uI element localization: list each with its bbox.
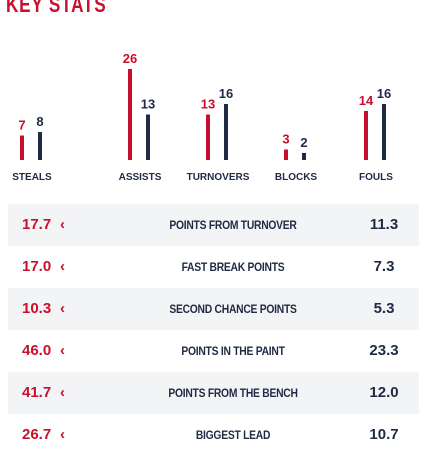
bar xyxy=(20,135,24,160)
category-label: FOULS xyxy=(359,172,393,183)
arrow-left-icon: ‹ xyxy=(60,216,65,233)
bar xyxy=(38,132,42,160)
stat-label: FAST BREAK POINTS xyxy=(181,260,285,274)
stat-label: POINTS IN THE PAINT xyxy=(181,344,285,358)
arrow-left-icon: ‹ xyxy=(60,384,65,401)
stat-label: POINTS FROM THE BENCH xyxy=(168,386,298,400)
right-team-value: 12.0 xyxy=(369,384,399,401)
left-team-value: 46.0 xyxy=(22,342,52,359)
bar-value-label: 7 xyxy=(18,118,25,133)
bar-value-label: 14 xyxy=(359,93,374,108)
right-team-value: 7.3 xyxy=(373,258,395,275)
right-team-value: 10.7 xyxy=(369,426,399,443)
bar xyxy=(302,153,306,160)
stat-label: POINTS FROM TURNOVER xyxy=(169,218,297,232)
bar-value-label: 26 xyxy=(123,51,137,66)
category-label: BLOCKS xyxy=(275,172,318,183)
bar xyxy=(284,149,288,160)
table-row: 41.7 ‹ POINTS FROM THE BENCH 12.0 xyxy=(8,372,419,414)
bar xyxy=(206,114,210,160)
left-team-value: 10.3 xyxy=(22,300,52,317)
category-label: STEALS xyxy=(12,172,52,183)
bar-value-label: 3 xyxy=(282,132,289,147)
bar xyxy=(224,104,228,160)
page-title: KEY STATS xyxy=(6,0,107,17)
right-team-value: 11.3 xyxy=(369,216,399,233)
table-row: 10.3 ‹ SECOND CHANCE POINTS 5.3 xyxy=(8,288,419,330)
stat-label: BIGGEST LEAD xyxy=(195,428,271,442)
bar-value-label: 2 xyxy=(300,135,307,150)
bar-value-label: 16 xyxy=(219,86,233,101)
bar xyxy=(146,114,150,160)
right-team-value: 23.3 xyxy=(369,342,399,359)
left-team-value: 17.0 xyxy=(22,258,52,275)
arrow-left-icon: ‹ xyxy=(60,426,65,443)
table-row: 17.0 ‹ FAST BREAK POINTS 7.3 xyxy=(8,246,419,288)
key-stats-bar-chart: 7 8 STEALS 26 13 ASSISTS 13 16 TURNOVERS 3 2 BLOCKS… xyxy=(12,51,393,183)
arrow-left-icon: ‹ xyxy=(60,300,65,317)
bar xyxy=(364,111,368,160)
table-row: 17.7 ‹ POINTS FROM TURNOVER 11.3 xyxy=(8,204,419,246)
table-row: 26.7 ‹ BIGGEST LEAD 10.7 xyxy=(8,414,419,456)
arrow-left-icon: ‹ xyxy=(60,342,65,359)
bar-value-label: 13 xyxy=(141,97,155,112)
bar-value-label: 16 xyxy=(377,86,391,101)
right-team-value: 5.3 xyxy=(373,300,395,317)
left-team-value: 17.7 xyxy=(22,216,52,233)
table-row: 46.0 ‹ POINTS IN THE PAINT 23.3 xyxy=(8,330,419,372)
bar-value-label: 8 xyxy=(36,114,43,129)
category-label: TURNOVERS xyxy=(187,172,250,183)
arrow-left-icon: ‹ xyxy=(60,258,65,275)
left-team-value: 41.7 xyxy=(22,384,52,401)
left-team-value: 26.7 xyxy=(22,426,52,443)
bar-value-label: 13 xyxy=(201,97,215,112)
category-label: ASSISTS xyxy=(119,172,162,183)
bar xyxy=(382,104,386,160)
stat-label: SECOND CHANCE POINTS xyxy=(169,302,297,316)
bar xyxy=(128,69,132,160)
